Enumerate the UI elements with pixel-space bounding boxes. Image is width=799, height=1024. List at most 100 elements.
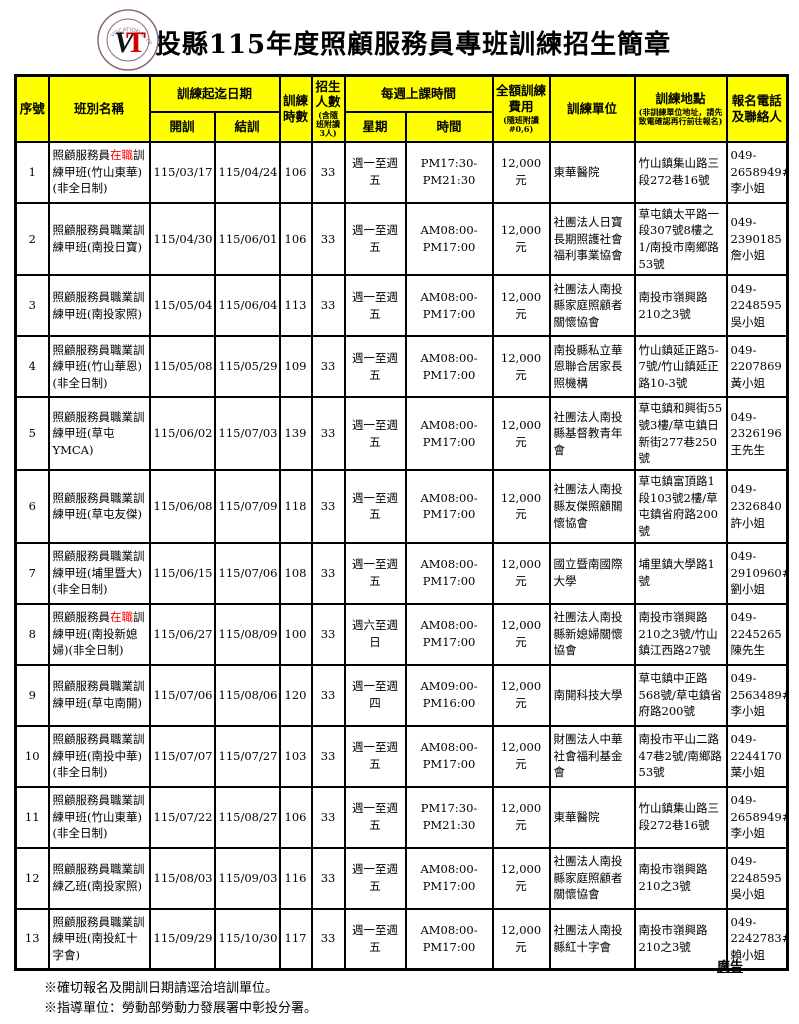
location-note: (非訓練單位地址，請先致電確認再行前往報名) xyxy=(638,106,723,127)
col-header-no: 序號 xyxy=(14,74,50,143)
col-header-time: 時間 xyxy=(404,110,494,143)
cell-start-date: 115/06/08 xyxy=(148,468,216,544)
cell-location: 南投市嶺興路210之3號/竹山鎮江西路27號 xyxy=(633,602,728,666)
cell-time: PM17:30-PM21:30 xyxy=(404,140,494,204)
cell-quota: 33 xyxy=(310,140,346,204)
cell-contact: 049-2207869黃小姐 xyxy=(725,335,789,399)
cell-days: 週一至週五 xyxy=(343,201,407,277)
cell-hours: 106 xyxy=(278,140,313,204)
cell-serial-no: 5 xyxy=(14,396,50,471)
cell-class-name: 照顧服務員職業訓練甲班(南投中華)(非全日制) xyxy=(47,724,151,788)
cell-unit: 社團法人南投縣家庭照顧者關懷協會 xyxy=(548,846,636,910)
cell-days: 週六至週日 xyxy=(343,602,407,666)
cell-location: 南投市嶺興路210之3號 xyxy=(633,846,728,910)
cell-start-date: 115/06/02 xyxy=(148,396,216,471)
cell-hours: 139 xyxy=(278,396,313,471)
cell-class-name: 照顧服務員職業訓練甲班(草屯YMCA) xyxy=(47,396,151,471)
cell-serial-no: 3 xyxy=(14,274,50,338)
svg-text:V: V xyxy=(114,26,137,59)
cell-time: AM08:00-PM17:00 xyxy=(404,335,494,399)
cell-time: PM17:30-PM21:30 xyxy=(404,785,494,849)
footer-notes: ※確切報名及開訓日期請逕洽培訓單位。 ※指導單位：勞動部勞動力發展署中彰投分署。 xyxy=(44,979,799,1019)
fee-note: (隨班附讀#0,6) xyxy=(503,114,539,134)
vt-logo-icon: VOCATIONAL TRAINING V T xyxy=(94,4,160,72)
cell-fee: 12,000元 xyxy=(491,201,551,277)
cell-contact: 049-2244170葉小姐 xyxy=(725,724,789,788)
cell-fee: 12,000元 xyxy=(491,140,551,204)
quota-note: (含隨班附讀3人) xyxy=(316,110,341,139)
cell-class-name: 照顧服務員職業訓練甲班(竹山華恩)(非全日制) xyxy=(47,335,151,399)
cell-class-name: 照顧服務員在職訓練甲班(竹山東華)(非全日制) xyxy=(47,140,151,204)
class-name-text: 照顧服務員 xyxy=(52,610,111,625)
cell-contact: 049-2390185詹小姐 xyxy=(725,201,789,277)
cell-serial-no: 12 xyxy=(14,846,50,910)
cell-end-date: 115/04/24 xyxy=(213,140,281,204)
cell-quota: 33 xyxy=(310,724,346,788)
cell-class-name: 照顧服務員職業訓練甲班(南投家照) xyxy=(47,274,151,338)
fee-label: 全額訓練費用 xyxy=(496,83,547,115)
cell-location: 南投市嶺興路210之3號 xyxy=(633,274,728,338)
cell-hours: 103 xyxy=(278,724,313,788)
cell-fee: 12,000元 xyxy=(491,846,551,910)
cell-days: 週一至週五 xyxy=(343,724,407,788)
cell-hours: 118 xyxy=(278,468,313,544)
cell-quota: 33 xyxy=(310,846,346,910)
cell-end-date: 115/08/06 xyxy=(213,663,281,727)
cell-days: 週一至週五 xyxy=(343,785,407,849)
cell-start-date: 115/06/15 xyxy=(148,541,216,605)
class-name-text: 照顧服務員職業訓練甲班(竹山東華)(非全日制) xyxy=(52,793,145,841)
cell-location: 草屯鎮中正路568號/草屯鎮省府路200號 xyxy=(633,663,728,727)
table-row: 10 照顧服務員職業訓練甲班(南投中華)(非全日制) 115/07/07 115… xyxy=(14,724,789,788)
cell-quota: 33 xyxy=(310,201,346,277)
col-header-contact: 報名電話及聯絡人 xyxy=(725,74,789,143)
table-row: 6 照顧服務員職業訓練甲班(草屯友傑) 115/06/08 115/07/09 … xyxy=(14,468,789,544)
cell-days: 週一至週五 xyxy=(343,335,407,399)
cell-fee: 12,000元 xyxy=(491,785,551,849)
cell-hours: 106 xyxy=(278,201,313,277)
col-header-start: 開訓 xyxy=(148,110,216,143)
cell-location: 南投市嶺興路210之3號 xyxy=(633,907,728,971)
cell-unit: 東華醫院 xyxy=(548,785,636,849)
note-supervising-unit: ※指導單位：勞動部勞動力發展署中彰投分署。 xyxy=(44,1001,318,1017)
cell-location: 竹山鎮延正路5-7號/竹山鎮延正路10-3號 xyxy=(633,335,728,399)
cell-start-date: 115/03/17 xyxy=(148,140,216,204)
cell-unit: 社團法人南投縣紅十字會 xyxy=(548,907,636,971)
cell-quota: 33 xyxy=(310,907,346,971)
cell-start-date: 115/05/08 xyxy=(148,335,216,399)
cell-quota: 33 xyxy=(310,541,346,605)
cell-unit: 社團法人南投縣新媳婦關懷協會 xyxy=(548,602,636,666)
cell-contact: 049-2658949#2501李小姐 xyxy=(725,785,789,849)
cell-class-name: 照顧服務員職業訓練甲班(草屯友傑) xyxy=(47,468,151,544)
cell-start-date: 115/06/27 xyxy=(148,602,216,666)
location-label: 訓練地點 xyxy=(655,91,706,107)
cell-hours: 108 xyxy=(278,541,313,605)
cell-end-date: 115/07/27 xyxy=(213,724,281,788)
cell-contact: 049-2248595吳小姐 xyxy=(725,274,789,338)
cell-end-date: 115/08/27 xyxy=(213,785,281,849)
cell-time: AM08:00-PM17:00 xyxy=(404,396,494,471)
class-name-text: 照顧服務員職業訓練甲班(草屯友傑) xyxy=(52,490,145,522)
class-name-rest: 訓練甲班(南投新媳婦)(非全日制) xyxy=(52,610,145,658)
table-row: 2 照顧服務員職業訓練甲班(南投日寶) 115/04/30 115/06/01 … xyxy=(14,201,789,277)
cell-time: AM08:00-PM17:00 xyxy=(404,724,494,788)
cell-time: AM09:00-PM16:00 xyxy=(404,663,494,727)
cell-fee: 12,000元 xyxy=(491,274,551,338)
cell-start-date: 115/07/06 xyxy=(148,663,216,727)
cell-serial-no: 4 xyxy=(14,335,50,399)
col-header-date-range: 訓練起迄日期 xyxy=(148,74,281,113)
table-row: 3 照顧服務員職業訓練甲班(南投家照) 115/05/04 115/06/04 … xyxy=(14,274,789,338)
col-header-quota: 招生人數 (含隨班附讀3人) xyxy=(310,74,346,143)
cell-time: AM08:00-PM17:00 xyxy=(404,468,494,544)
cell-quota: 33 xyxy=(310,396,346,471)
cell-class-name: 照顧服務員職業訓練甲班(南投紅十字會) xyxy=(47,907,151,971)
cell-hours: 117 xyxy=(278,907,313,971)
cell-class-name: 照顧服務員職業訓練甲班(埔里暨大)(非全日制) xyxy=(47,541,151,605)
class-name-text: 照顧服務員 xyxy=(52,147,111,162)
cell-class-name: 照顧服務員職業訓練乙班(南投家照) xyxy=(47,846,151,910)
cell-start-date: 115/08/03 xyxy=(148,846,216,910)
cell-start-date: 115/09/29 xyxy=(148,907,216,971)
cell-start-date: 115/07/22 xyxy=(148,785,216,849)
table-row: 4 照顧服務員職業訓練甲班(竹山華恩)(非全日制) 115/05/08 115/… xyxy=(14,335,789,399)
col-header-hours: 訓練時數 xyxy=(278,74,313,143)
class-name-text: 照顧服務員職業訓練甲班(南投中華)(非全日制) xyxy=(52,732,145,780)
